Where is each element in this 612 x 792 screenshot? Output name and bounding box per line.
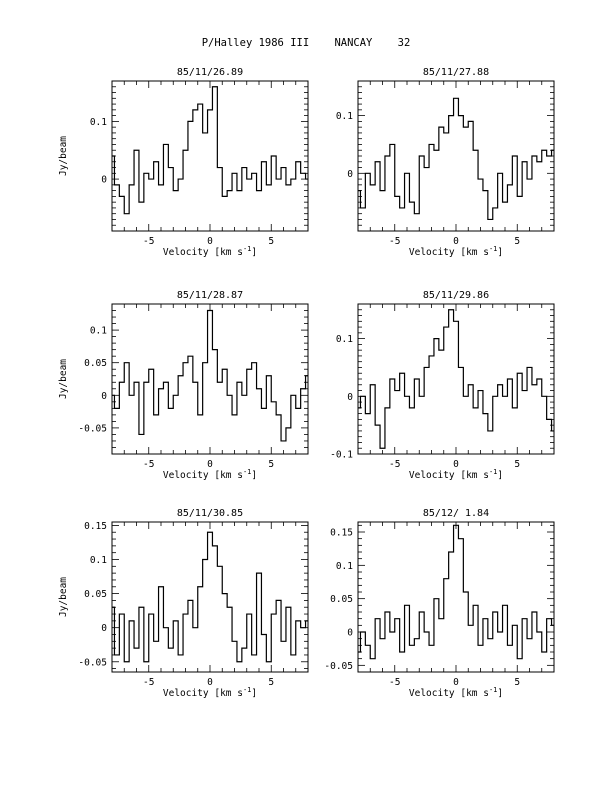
y-tick-label: -0.05 bbox=[78, 657, 107, 668]
x-tick-label: 5 bbox=[514, 459, 520, 470]
panel-title: 85/11/27.88 bbox=[423, 67, 489, 78]
x-tick-label: -5 bbox=[389, 677, 400, 688]
x-tick-label: 5 bbox=[268, 459, 274, 470]
y-tick-label: 0 bbox=[347, 628, 353, 639]
y-tick-label: 0.1 bbox=[90, 555, 107, 566]
y-tick-label: 0.1 bbox=[90, 117, 107, 128]
x-axis-label: Velocity [km s-1] bbox=[163, 245, 257, 258]
x-tick-label: 0 bbox=[207, 459, 213, 470]
chart-panel-1: -5 0 5 0 0.1 85/11/26.89 Velocity [km s-1] Jy/b… bbox=[58, 67, 309, 258]
chart-panel-6: -5 0 5 -0.05 0 0.05 0.1 0.15 85/12/ 1.84 Velocity… bbox=[324, 508, 555, 699]
y-axis-label: Jy/beam bbox=[58, 577, 69, 617]
x-tick-label: 0 bbox=[207, 236, 213, 247]
y-tick-label: 0 bbox=[101, 623, 107, 634]
chart-panel-2: -5 0 5 0 0.1 85/11/27.88 Velocity [km s-1] bbox=[336, 67, 555, 258]
x-tick-label: 5 bbox=[268, 677, 274, 688]
spectrum-line bbox=[112, 309, 308, 442]
y-tick-label: 0 bbox=[347, 392, 353, 403]
spectrum-line bbox=[112, 86, 308, 215]
y-tick-label: 0.1 bbox=[336, 561, 353, 572]
x-tick-label: -5 bbox=[389, 459, 400, 470]
spectrum-line bbox=[358, 309, 554, 449]
x-tick-label: 0 bbox=[453, 236, 459, 247]
panel-title: 85/11/28.87 bbox=[177, 290, 243, 301]
plot-frame bbox=[357, 303, 555, 455]
y-axis-label: Jy/beam bbox=[58, 359, 69, 399]
panel-title: 85/11/30.85 bbox=[177, 508, 243, 519]
x-tick-label: -5 bbox=[389, 236, 400, 247]
y-tick-label: 0 bbox=[101, 391, 107, 402]
x-tick-label: -5 bbox=[143, 236, 154, 247]
x-axis-label: Velocity [km s-1] bbox=[163, 468, 257, 481]
spectrum-line bbox=[112, 531, 308, 663]
y-tick-label: 0.1 bbox=[90, 326, 107, 337]
y-tick-label: -0.05 bbox=[78, 423, 107, 434]
chart-panel-4: -5 0 5 -0.1 0 0.1 85/11/29.86 Velocity [km s-1] bbox=[330, 290, 555, 481]
y-tick-label: 0.15 bbox=[84, 521, 107, 532]
chart-panel-3: -5 0 5 -0.05 0 0.05 0.1 85/11/28.87 Velocity [km… bbox=[58, 290, 309, 481]
spectrum-line bbox=[358, 524, 554, 660]
x-tick-label: 5 bbox=[514, 677, 520, 688]
x-axis-label: Velocity [km s-1] bbox=[409, 245, 503, 258]
panel-title: 85/11/26.89 bbox=[177, 67, 243, 78]
y-tick-label: 0.1 bbox=[336, 334, 353, 345]
plot-frame bbox=[111, 303, 309, 455]
x-axis-label: Velocity [km s-1] bbox=[163, 686, 257, 699]
x-tick-label: 0 bbox=[453, 677, 459, 688]
plot-frame bbox=[111, 80, 309, 232]
x-axis-label: Velocity [km s-1] bbox=[409, 468, 503, 481]
spectrum-line bbox=[358, 97, 554, 221]
y-tick-label: -0.1 bbox=[330, 450, 353, 461]
x-tick-label: 5 bbox=[514, 236, 520, 247]
y-tick-label: 0.05 bbox=[330, 594, 353, 605]
y-tick-label: 0.05 bbox=[84, 589, 107, 600]
chart-panel-5: -5 0 5 -0.05 0 0.05 0.1 0.15 85/11/30.85 Velocity… bbox=[58, 508, 309, 699]
x-tick-label: 0 bbox=[453, 459, 459, 470]
x-tick-label: -5 bbox=[143, 677, 154, 688]
plot-frame bbox=[111, 521, 309, 673]
y-tick-label: -0.05 bbox=[324, 661, 353, 672]
x-tick-label: 0 bbox=[207, 677, 213, 688]
y-tick-label: 0 bbox=[347, 169, 353, 180]
y-tick-label: 0.05 bbox=[84, 358, 107, 369]
y-tick-label: 0 bbox=[101, 175, 107, 186]
y-axis-label: Jy/beam bbox=[58, 136, 69, 176]
x-tick-label: 5 bbox=[268, 236, 274, 247]
y-tick-label: 0.15 bbox=[330, 528, 353, 539]
x-tick-label: -5 bbox=[143, 459, 154, 470]
plot-frame bbox=[357, 521, 555, 673]
panel-title: 85/11/29.86 bbox=[423, 290, 489, 301]
y-tick-label: 0.1 bbox=[336, 111, 353, 122]
panel-title: 85/12/ 1.84 bbox=[423, 508, 489, 519]
page-title: P/Halley 1986 III NANCAY 32 bbox=[201, 37, 411, 49]
x-axis-label: Velocity [km s-1] bbox=[409, 686, 503, 699]
